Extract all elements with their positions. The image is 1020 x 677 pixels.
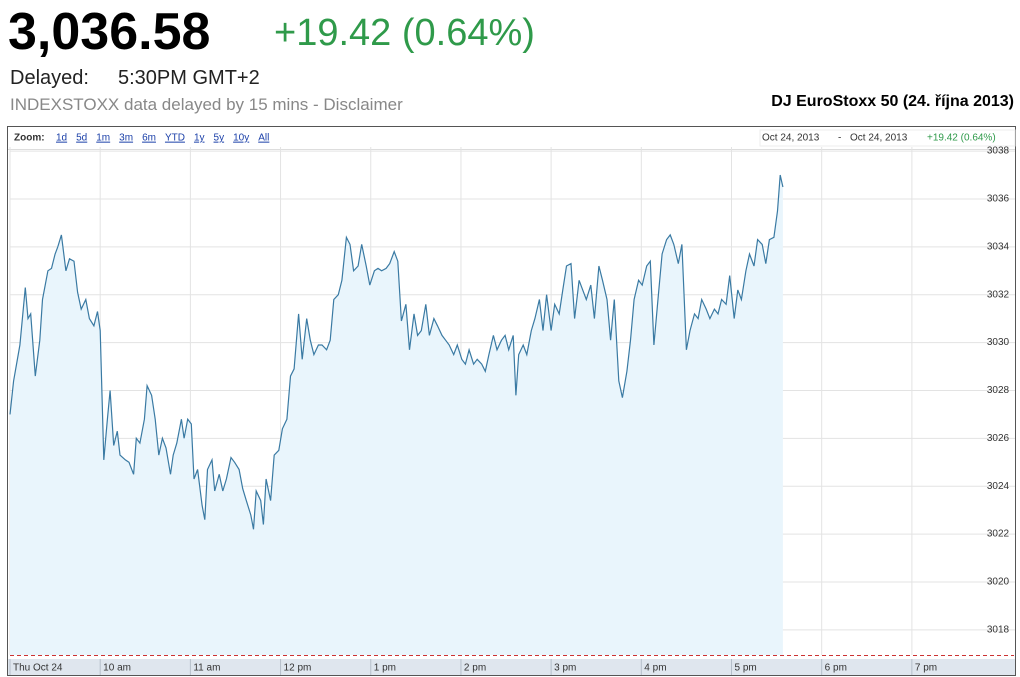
x-tick-label: 10 am [103, 663, 131, 674]
x-tick-label: 5 pm [734, 663, 756, 674]
y-tick-label: 3026 [987, 433, 1010, 444]
zoom-option[interactable]: 5d [76, 133, 87, 144]
zoom-option[interactable]: 3m [119, 133, 133, 144]
zoom-option[interactable]: YTD [165, 133, 185, 144]
zoom-option[interactable]: 5y [214, 133, 225, 144]
zoom-option[interactable]: 1y [194, 133, 205, 144]
range-separator: - [838, 133, 841, 144]
x-tick-label: 11 am [193, 663, 220, 674]
delayed-time: 5:30PM GMT+2 [118, 67, 260, 89]
area [10, 175, 783, 655]
y-tick-label: 3022 [987, 529, 1010, 540]
chart-title: DJ EuroStoxx 50 (24. října 2013) [771, 93, 1014, 110]
y-tick-label: 3024 [987, 481, 1010, 492]
zoom-option[interactable]: 1d [56, 133, 67, 144]
y-tick-label: 3018 [987, 625, 1010, 636]
price-line [9, 174, 784, 530]
zoom-label: Zoom: [14, 133, 45, 144]
y-tick-label: 3028 [987, 385, 1010, 396]
x-tick-label: 2 pm [464, 663, 486, 674]
y-tick-label: 3020 [987, 577, 1010, 588]
x-tick-label: 4 pm [644, 663, 666, 674]
x-tick-label: 3 pm [554, 663, 576, 674]
x-axis-band [8, 659, 1015, 675]
y-tick-label: 3030 [987, 337, 1010, 348]
x-tick-label: 6 pm [825, 663, 847, 674]
range-start: Oct 24, 2013 [762, 133, 820, 144]
delayed-label: Delayed: [10, 67, 89, 89]
disclaimer[interactable]: INDEXSTOXX data delayed by 15 mins - Dis… [10, 95, 403, 114]
range-end: Oct 24, 2013 [850, 133, 908, 144]
zoom-option[interactable]: 6m [142, 133, 156, 144]
x-tick-label: 12 pm [284, 663, 312, 674]
x-tick-label: 7 pm [915, 663, 937, 674]
y-tick-label: 3032 [987, 289, 1010, 300]
y-tick-label: 3034 [987, 241, 1010, 252]
price: 3,036.58 [8, 3, 211, 61]
x-tick-label: Thu Oct 24 [13, 663, 63, 674]
price-change: +19.42 (0.64%) [274, 12, 535, 54]
y-tick-label: 3036 [987, 194, 1010, 205]
zoom-option[interactable]: 10y [233, 133, 249, 144]
y-tick-label: 3038 [987, 146, 1010, 157]
range-change: +19.42 (0.64%) [927, 133, 996, 144]
zoom-option[interactable]: All [258, 133, 269, 144]
x-tick-label: 1 pm [374, 663, 396, 674]
zoom-options: 1d 5d 1m 3m 6m YTD 1y 5y 10y All [56, 133, 269, 144]
range-box [759, 129, 1016, 147]
zoom-option[interactable]: 1m [96, 133, 110, 144]
